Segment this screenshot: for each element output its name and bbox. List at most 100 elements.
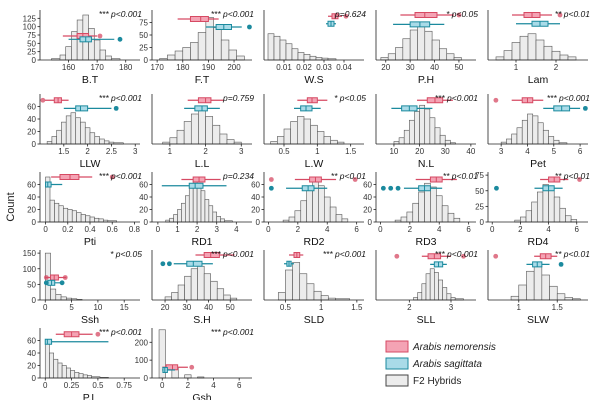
significance-label: ** p<0.01 [555,249,590,259]
x-tick-label: 2.5 [106,147,118,156]
x-axis-label: N.L [418,158,435,170]
x-tick-label: 1 [315,147,320,156]
x-axis-label: RD4 [527,236,548,248]
histogram-bar [441,205,449,223]
histogram-bar [429,268,435,301]
x-tick-label: 0.5 [278,147,290,156]
histogram-bar [531,201,538,223]
box-sagittata [194,105,208,112]
x-tick-label: 6 [354,225,359,234]
outlier-sagittata [395,185,401,191]
histogram-bar [212,211,218,223]
histogram-bar [177,209,182,223]
histogram-bar [204,199,210,223]
significance-label: ** p<0.01 [443,171,478,181]
histogram-bar [518,284,527,301]
legend-item-nemorensis: Arabis nemorensis [385,340,496,353]
y-tick-label: 0 [480,218,485,227]
histogram-bar [216,288,225,301]
outlier-nemorensis [40,97,46,103]
histogram-bar [99,49,107,61]
box-nemorensis [59,174,80,180]
x-axis-label: Gsh [192,392,211,400]
histogram-bar [439,48,448,61]
significance-label: *** p<0.001 [211,327,255,337]
histogram-bar [520,216,527,223]
histogram-bar [453,217,461,223]
x-tick-label: 0.2 [62,225,74,234]
histogram-bar [61,365,67,379]
y-tick-label: 50 [475,187,484,196]
histogram-bar [446,293,452,301]
histogram-bar [213,27,222,61]
x-tick-label: 3 [449,303,454,312]
outlier-nemorensis [189,364,195,370]
histogram-bar [400,216,408,223]
histogram-bar [567,56,577,61]
y-tick-label: 75 [139,19,148,28]
panel-l-l: 1 2 3 L.L p=0.759 [151,93,254,170]
histogram-bar [182,47,191,61]
y-tick-label: 20 [139,206,148,215]
histogram-bar [75,117,81,145]
x-tick-label: 2 [296,225,301,234]
histogram-bar [537,122,544,145]
x-axis-label: LLW [80,158,101,170]
histogram-bar [173,214,178,223]
histogram-bar [70,370,76,379]
y-tick-label: 75 [27,31,36,40]
x-axis-label: Ssh [81,314,99,326]
histogram-bar [306,283,315,301]
x-axis-label: P.L [83,392,98,400]
histogram-bar [439,134,446,145]
histogram-bar [521,119,528,145]
histogram-bar [56,129,62,145]
x-tick-label: 6 [575,225,580,234]
x-tick-label: 1 [319,303,324,312]
histogram-bar [176,129,185,145]
y-tick-label: 60 [27,337,36,346]
panel-p-l: 0 0.25 0.5 0.75 0 20 40 60 P.L *** p<0.001 [27,327,142,400]
x-tick-label: 190 [202,63,216,72]
panel-rd4: 0 2 4 6 0 25 50 75 RD4 ** p<0.01 [475,171,590,248]
histogram-bar [273,35,281,61]
y-tick-label: 0 [32,374,37,383]
x-tick-label: 160 [62,63,76,72]
histogram-bar [543,45,553,61]
x-tick-label: 2 [554,63,559,72]
x-tick-label: 6 [578,147,583,156]
significance-label: * p<0.05 [110,249,142,259]
histogram-bar [49,352,54,379]
box-nemorensis [203,252,220,258]
panel-sld: 0.5 1 1.5 SLD *** p<0.001 [263,249,366,326]
y-tick-label: 20 [251,206,260,215]
x-tick-label: 170 [150,63,164,72]
y-tick-label: 60 [363,181,372,190]
significance-label: *** p<0.001 [211,249,255,259]
histogram-bar [541,274,550,301]
histogram-bar [532,115,539,145]
histogram-bar [565,215,572,223]
x-axis-label: S.H [193,314,211,326]
y-tick-label: 0 [144,218,149,227]
histogram-bar [446,53,455,61]
histogram-bar [409,119,415,145]
x-tick-label: 40 [204,303,213,312]
x-tick-label: 20 [415,147,424,156]
box-sagittata [186,260,203,267]
significance-label: p=0.759 [222,93,254,103]
x-tick-label: 0 [266,225,271,234]
histogram-bar [59,54,67,61]
significance-label: ** p<0.01 [555,171,590,181]
histogram-bar [80,121,86,145]
histogram-bar [236,55,245,61]
histogram-bar [197,265,205,301]
histogram-bar [203,273,211,301]
histogram-bar [317,131,325,145]
significance-label: *** p<0.001 [99,327,143,337]
x-tick-label: 0.04 [336,63,352,72]
histogram-bar [55,294,62,301]
histogram-bar [300,200,307,223]
y-tick-label: 75 [475,171,484,180]
